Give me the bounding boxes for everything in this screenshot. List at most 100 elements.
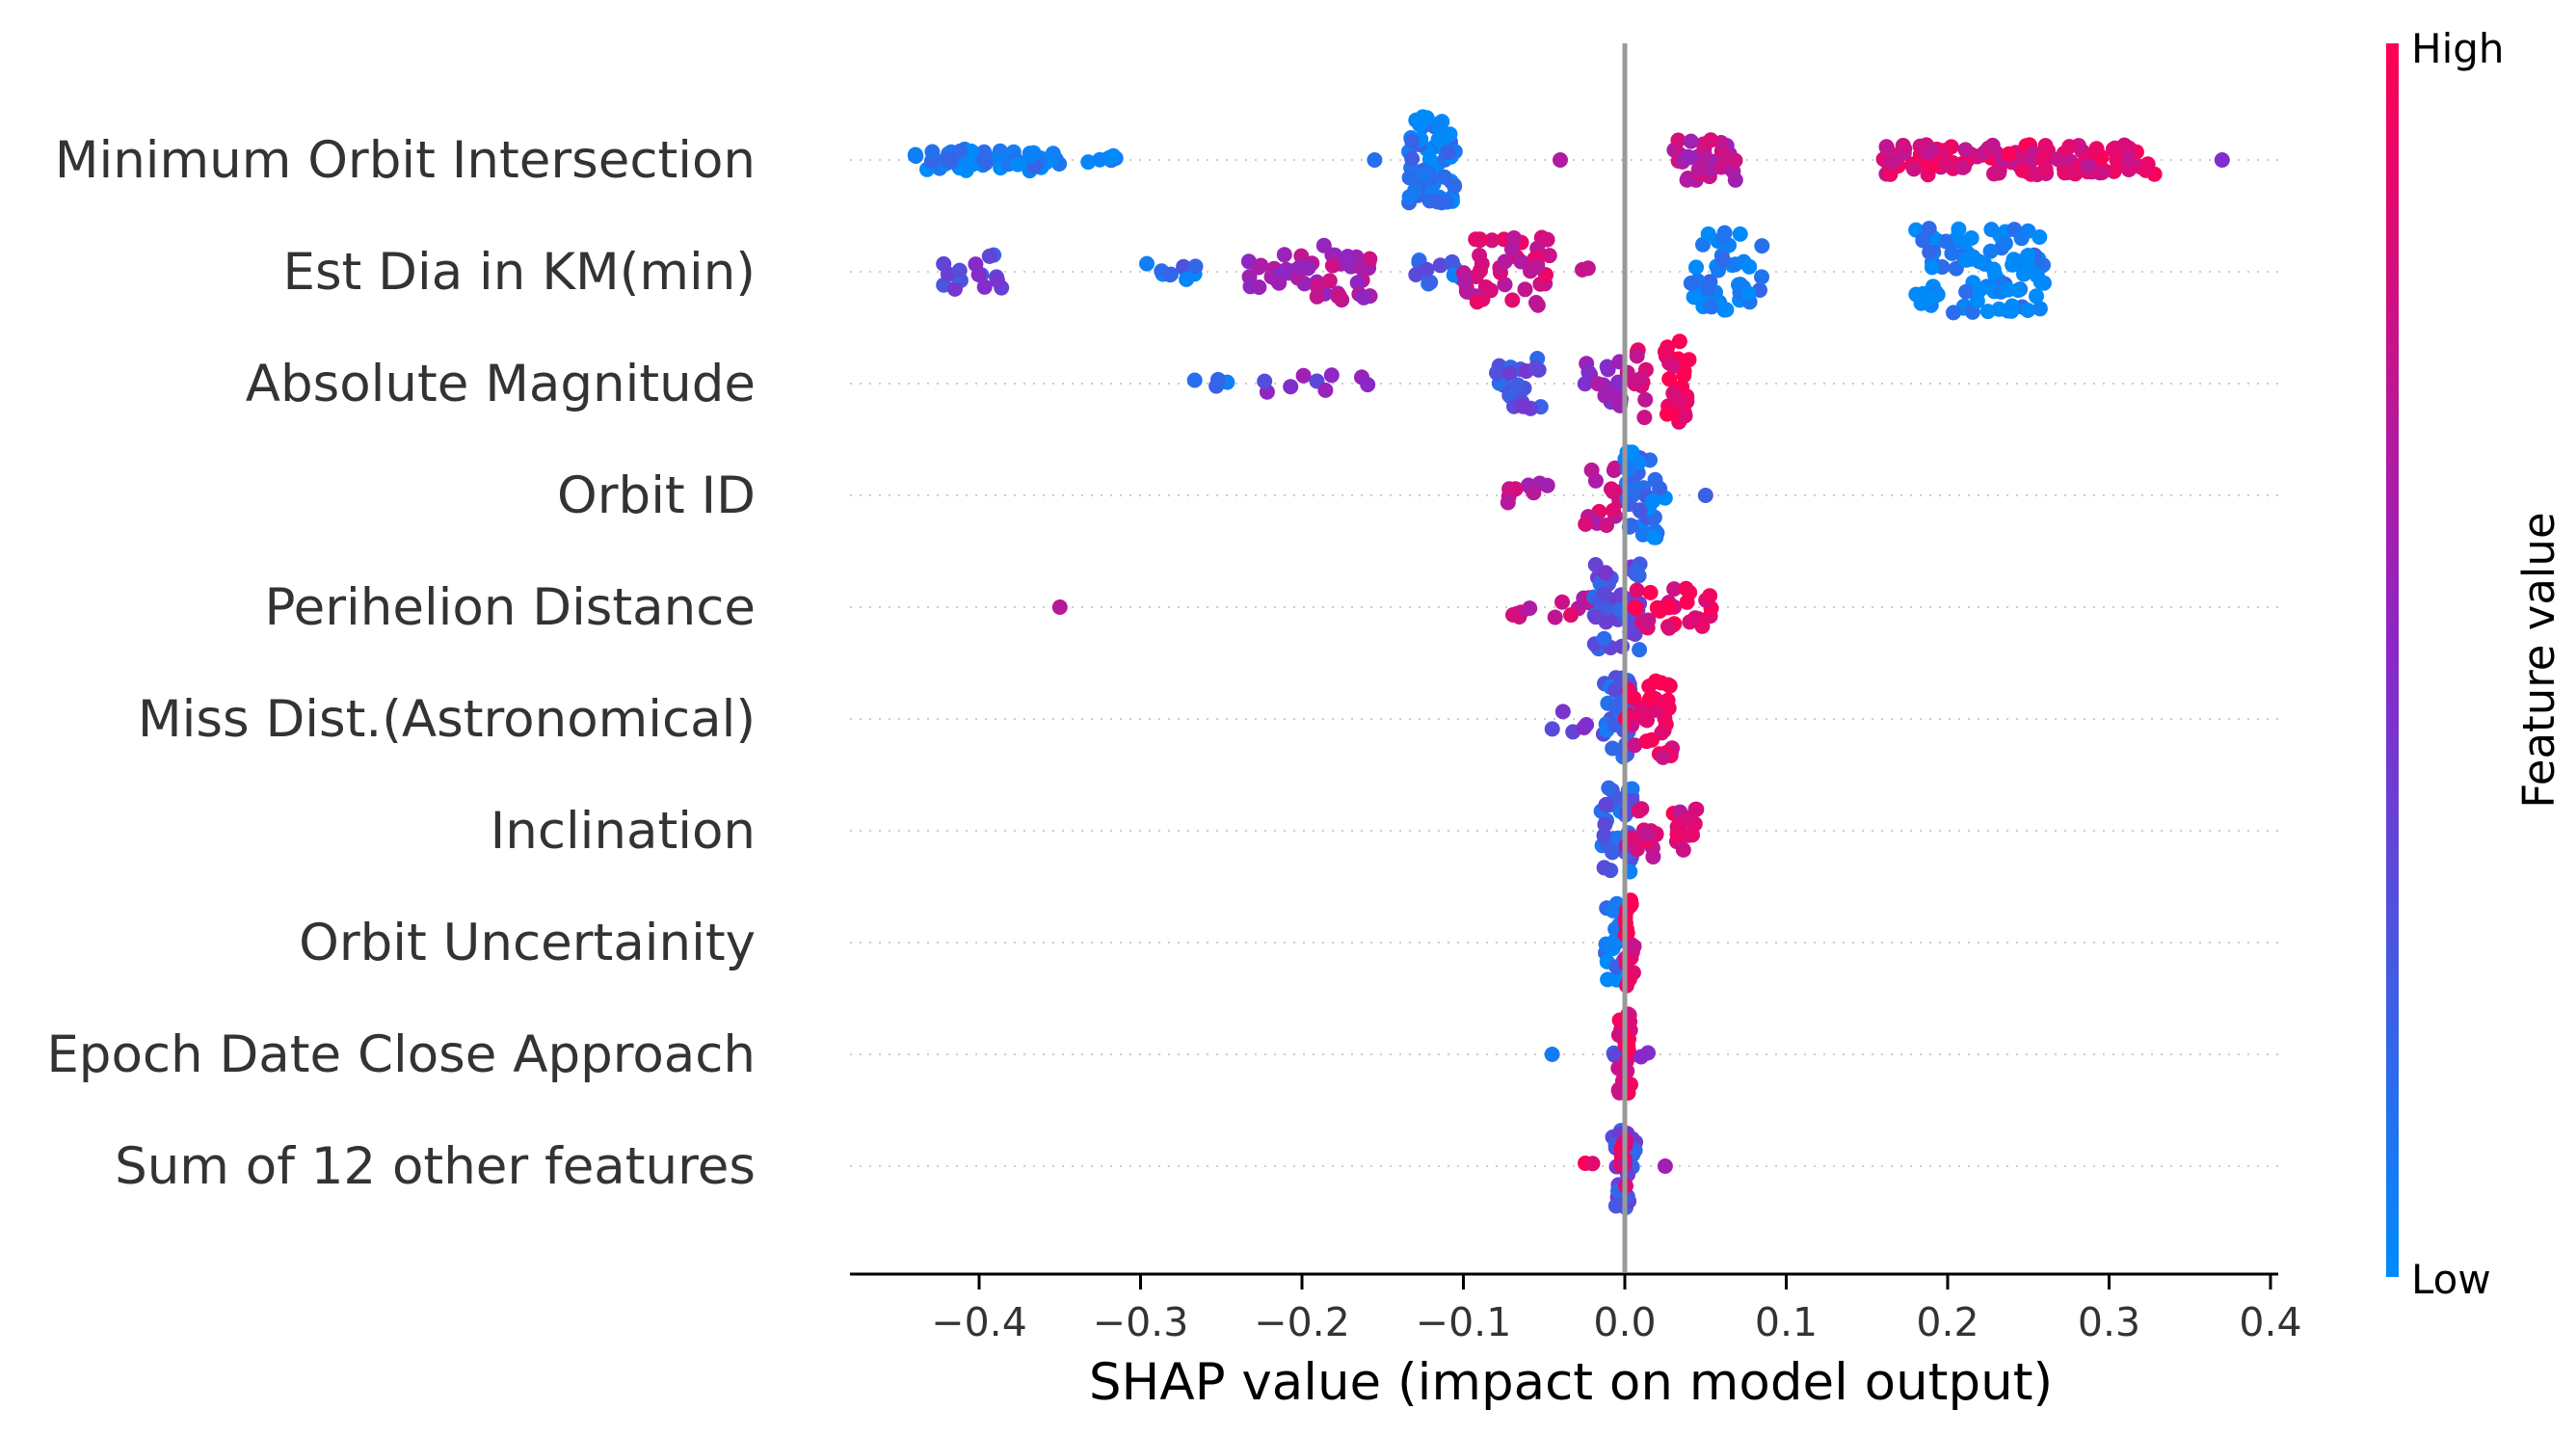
data-point bbox=[1505, 607, 1521, 623]
data-point bbox=[976, 279, 993, 295]
row-guide-lines bbox=[850, 159, 2284, 1167]
data-point bbox=[1587, 609, 1604, 625]
data-point bbox=[1924, 259, 1940, 276]
data-point bbox=[1687, 610, 1703, 626]
data-point bbox=[1628, 600, 1644, 617]
data-point bbox=[1324, 257, 1341, 274]
data-point bbox=[1416, 167, 1432, 183]
data-point bbox=[1718, 302, 1735, 318]
data-point bbox=[1700, 226, 1716, 242]
data-point bbox=[1529, 297, 1546, 313]
data-point bbox=[1580, 364, 1597, 381]
data-point bbox=[1105, 147, 1122, 164]
data-point bbox=[1295, 367, 1312, 384]
data-point bbox=[1300, 260, 1316, 277]
data-point bbox=[1882, 166, 1899, 182]
data-point bbox=[1310, 278, 1326, 294]
data-point bbox=[1703, 132, 1719, 148]
data-point bbox=[1500, 494, 1516, 511]
data-point bbox=[1579, 717, 1595, 732]
data-point bbox=[1599, 518, 1614, 533]
data-point bbox=[1515, 398, 1531, 414]
data-point bbox=[1575, 261, 1590, 278]
data-point bbox=[1732, 226, 1748, 242]
data-point bbox=[977, 155, 994, 172]
data-point bbox=[1497, 277, 1513, 293]
data-point bbox=[1671, 333, 1687, 350]
data-point bbox=[1605, 902, 1621, 918]
data-point bbox=[1660, 620, 1677, 636]
data-point bbox=[1938, 157, 1954, 173]
data-point bbox=[1356, 289, 1372, 306]
data-point bbox=[1661, 678, 1678, 694]
data-point bbox=[1598, 565, 1614, 581]
data-point bbox=[1703, 299, 1719, 315]
data-point bbox=[1578, 516, 1594, 532]
data-point bbox=[1513, 253, 1529, 270]
x-tick-label: −0.2 bbox=[1254, 1299, 1350, 1345]
data-point bbox=[1958, 283, 1975, 300]
data-point bbox=[951, 262, 968, 279]
data-point bbox=[1092, 151, 1108, 168]
data-point bbox=[1915, 232, 1931, 249]
data-point bbox=[963, 143, 979, 159]
data-point bbox=[1946, 305, 1961, 321]
data-point bbox=[2032, 301, 2048, 317]
feature-label: Sum of 12 other features bbox=[115, 1137, 756, 1196]
data-point bbox=[1671, 820, 1687, 837]
data-point bbox=[1754, 269, 1769, 285]
data-point bbox=[1022, 147, 1039, 164]
data-point bbox=[2020, 223, 2036, 239]
colorbar bbox=[2386, 43, 2399, 1277]
data-point bbox=[1210, 371, 1226, 387]
data-point bbox=[1422, 274, 1439, 290]
data-point bbox=[1642, 584, 1659, 600]
data-point bbox=[1507, 481, 1524, 497]
data-point bbox=[981, 248, 997, 264]
data-point bbox=[1924, 291, 1940, 307]
data-point bbox=[1598, 796, 1614, 812]
data-point bbox=[1922, 244, 1938, 260]
data-point bbox=[1607, 389, 1623, 406]
x-tick-label: 0.4 bbox=[2239, 1299, 2301, 1345]
data-point bbox=[1051, 599, 1068, 615]
data-point bbox=[1554, 704, 1571, 720]
data-point bbox=[1010, 156, 1026, 173]
data-point bbox=[1685, 827, 1700, 843]
data-point bbox=[1440, 145, 1456, 161]
data-point bbox=[1360, 377, 1376, 393]
data-point bbox=[2029, 267, 2045, 283]
data-point bbox=[952, 143, 969, 159]
data-point bbox=[1984, 137, 2001, 153]
data-point bbox=[1577, 376, 1593, 392]
data-point bbox=[1633, 1049, 1649, 1065]
data-point bbox=[1666, 386, 1683, 402]
data-point bbox=[1606, 502, 1621, 519]
feature-label: Est Dia in KM(min) bbox=[282, 243, 756, 302]
data-point bbox=[1596, 860, 1612, 876]
data-point bbox=[1596, 586, 1612, 602]
data-point bbox=[1176, 258, 1192, 275]
data-point bbox=[1921, 221, 1937, 237]
data-point bbox=[1596, 827, 1612, 843]
colorbar-high-label: High bbox=[2411, 25, 2505, 72]
data-point bbox=[1509, 377, 1526, 393]
colorbar-title: Feature value bbox=[2513, 512, 2564, 808]
data-point bbox=[1526, 485, 1542, 501]
data-point bbox=[1607, 460, 1623, 476]
data-point bbox=[1676, 367, 1692, 384]
data-point bbox=[1626, 939, 1642, 954]
data-point bbox=[1670, 132, 1686, 148]
data-point bbox=[1741, 258, 1758, 275]
data-point bbox=[1597, 816, 1613, 833]
data-point bbox=[1631, 454, 1647, 470]
data-point bbox=[1677, 408, 1693, 424]
data-point bbox=[1997, 235, 2013, 252]
data-point bbox=[1682, 149, 1698, 166]
data-point bbox=[1547, 609, 1563, 625]
data-point bbox=[1504, 292, 1521, 308]
data-point bbox=[1972, 281, 1988, 298]
data-point bbox=[2020, 248, 2036, 264]
data-point bbox=[1655, 749, 1671, 765]
data-point bbox=[1639, 613, 1656, 629]
